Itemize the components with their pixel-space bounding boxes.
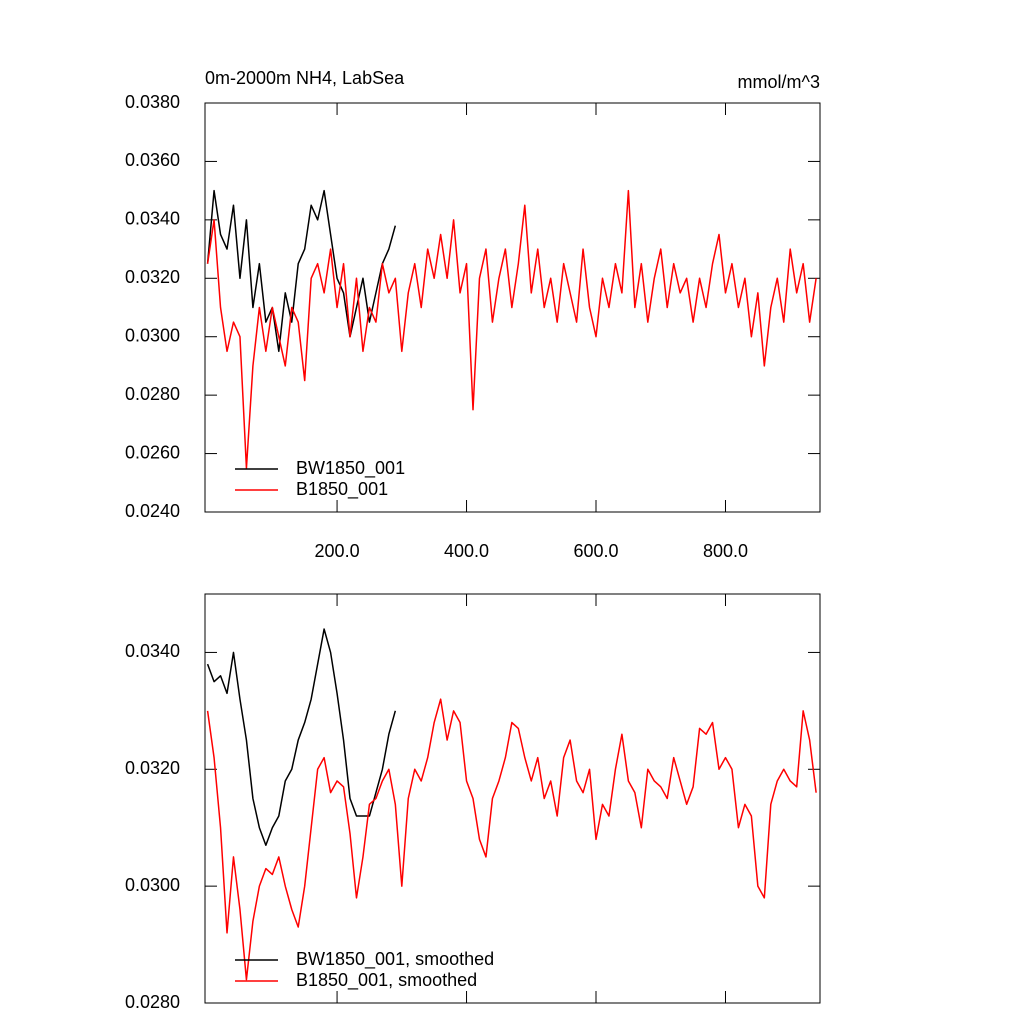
plot-frame bbox=[204, 593, 821, 1004]
data-line bbox=[206, 189, 817, 469]
y-tick-label: 0.0260 bbox=[125, 442, 180, 462]
data-line bbox=[206, 698, 817, 981]
units-label: mmol/m^3 bbox=[738, 72, 820, 92]
y-tick-label: 0.0240 bbox=[125, 501, 180, 521]
legend-label: BW1850_001, smoothed bbox=[296, 949, 494, 970]
y-tick-label: 0.0360 bbox=[125, 150, 180, 170]
y-tick-label: 0.0300 bbox=[125, 875, 180, 895]
y-tick-label: 0.0380 bbox=[125, 92, 180, 112]
plot-frame bbox=[204, 102, 821, 513]
chart-title: 0m-2000m NH4, LabSea bbox=[205, 68, 405, 88]
y-tick-label: 0.0300 bbox=[125, 325, 180, 345]
y-tick-label: 0.0340 bbox=[125, 641, 180, 661]
legend-label: BW1850_001 bbox=[296, 458, 405, 479]
y-tick-label: 0.0280 bbox=[125, 992, 180, 1012]
x-tick-label: 800.0 bbox=[703, 541, 748, 561]
data-line bbox=[206, 628, 397, 846]
data-line bbox=[206, 189, 397, 353]
y-tick-label: 0.0280 bbox=[125, 384, 180, 404]
y-tick-label: 0.0320 bbox=[125, 758, 180, 778]
x-tick-label: 400.0 bbox=[444, 541, 489, 561]
x-tick-label: 600.0 bbox=[573, 541, 618, 561]
y-tick-label: 0.0340 bbox=[125, 209, 180, 229]
legend-label: B1850_001 bbox=[296, 479, 388, 500]
x-tick-label: 200.0 bbox=[315, 541, 360, 561]
legend-label: B1850_001, smoothed bbox=[296, 970, 477, 991]
y-tick-label: 0.0320 bbox=[125, 267, 180, 287]
